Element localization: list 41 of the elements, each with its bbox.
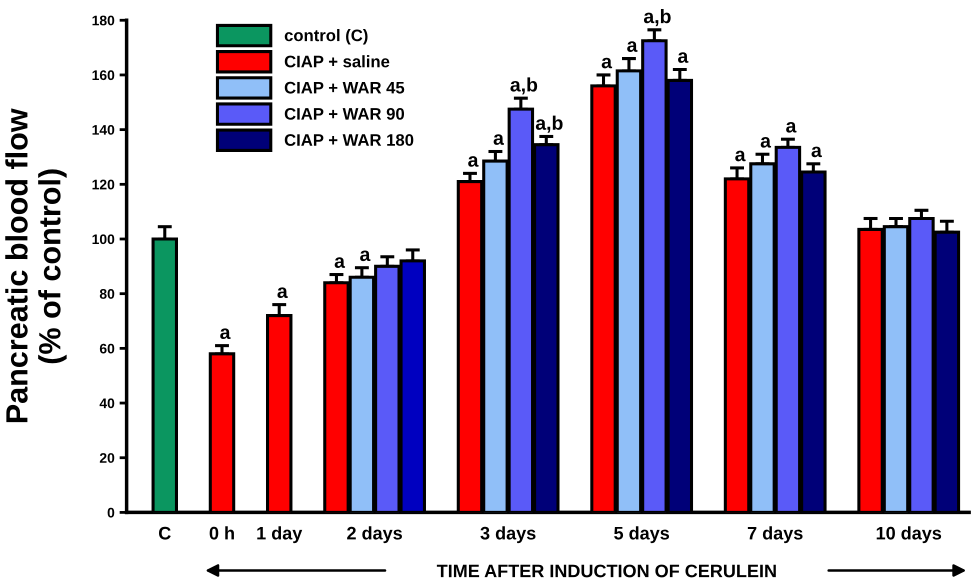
data-label: a xyxy=(786,122,796,133)
y-tick-label: 100 xyxy=(92,234,114,244)
legend-label: CIAP + WAR 180 xyxy=(284,134,414,146)
y-tick-label: 140 xyxy=(92,124,114,135)
data-label: a xyxy=(468,156,479,167)
x-tick-label: 0 h xyxy=(210,526,234,540)
data-label: a,b xyxy=(536,116,563,133)
x-axis-title: TIME AFTER INDUCTION OF CERULEIN xyxy=(436,564,776,578)
x-tick-label: 7 days xyxy=(748,526,803,544)
data-label: a xyxy=(760,137,772,148)
data-label: a xyxy=(277,287,288,298)
y-tick-label: 80 xyxy=(100,289,114,299)
data-label: a xyxy=(812,146,822,158)
y-axis-title: Pancreatic blood flow (% of control) xyxy=(5,108,67,422)
legend-label: control (C) xyxy=(284,29,368,45)
x-tick-label: C xyxy=(158,526,171,540)
legend-label: CIAP + WAR 45 xyxy=(284,82,404,94)
data-label: a,b xyxy=(510,77,538,94)
y-tick-label: 180 xyxy=(92,16,114,26)
x-tick-label: 2 days xyxy=(347,526,402,544)
x-tick-label: 1 day xyxy=(257,526,302,544)
data-label: a xyxy=(360,250,370,262)
data-label: a xyxy=(220,328,231,340)
data-label: a xyxy=(602,58,612,68)
legend-label: CIAP + WAR 90 xyxy=(284,108,404,120)
data-label: a xyxy=(678,52,688,63)
y-tick-label: 120 xyxy=(92,180,114,190)
data-label: a,b xyxy=(644,8,671,26)
y-tick-label: 160 xyxy=(92,70,114,80)
x-tick-label: 5 days xyxy=(614,526,670,544)
y-tick-label: 40 xyxy=(100,398,114,408)
y-tick-label: 60 xyxy=(100,344,114,354)
data-label: a xyxy=(735,150,746,162)
y-tick-label: 0 xyxy=(108,508,114,518)
y-tick-label: 20 xyxy=(100,453,114,463)
legend-label: CIAP + saline xyxy=(284,55,390,68)
data-label: a xyxy=(494,134,504,145)
data-label: a xyxy=(334,257,346,268)
data-label: a xyxy=(627,41,638,52)
x-tick-label: 10 days xyxy=(876,526,942,544)
x-tick-label: 3 days xyxy=(480,526,536,544)
